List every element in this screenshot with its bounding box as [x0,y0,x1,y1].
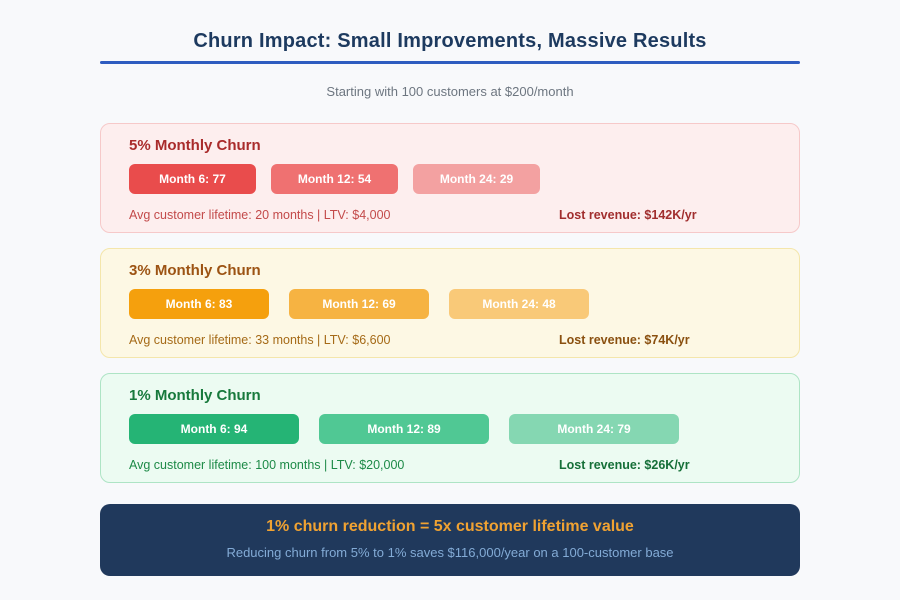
page-title: Churn Impact: Small Improvements, Massiv… [193,30,707,52]
retention-bar-month-24: Month 24: 29 [413,164,540,194]
retention-bar-month-24: Month 24: 79 [509,414,679,444]
banner-detail: Reducing churn from 5% to 1% saves $116,… [226,545,674,560]
lost-revenue-text: Lost revenue: $142K/yr [559,208,697,222]
summary-banner: 1% churn reduction = 5x customer lifetim… [100,504,800,576]
scenario-card-1pct-churn: 1% Monthly Churn Month 6: 94 Month 12: 8… [100,373,800,483]
scenario-stats-row: Avg customer lifetime: 20 months | LTV: … [129,208,771,222]
retention-bar-row: Month 6: 77 Month 12: 54 Month 24: 29 [129,164,771,194]
retention-bar-month-6: Month 6: 77 [129,164,256,194]
scenario-heading: 5% Monthly Churn [129,137,261,154]
lost-revenue-text: Lost revenue: $26K/yr [559,458,690,472]
scenario-card-5pct-churn: 5% Monthly Churn Month 6: 77 Month 12: 5… [100,123,800,233]
retention-bar-month-24: Month 24: 48 [449,289,589,319]
retention-bar-row: Month 6: 94 Month 12: 89 Month 24: 79 [129,414,771,444]
retention-bar-month-12: Month 12: 69 [289,289,429,319]
retention-bar-month-6: Month 6: 83 [129,289,269,319]
retention-bar-month-12: Month 12: 89 [319,414,489,444]
lifetime-ltv-text: Avg customer lifetime: 33 months | LTV: … [129,333,391,347]
lifetime-ltv-text: Avg customer lifetime: 20 months | LTV: … [129,208,391,222]
retention-bar-row: Month 6: 83 Month 12: 69 Month 24: 48 [129,289,771,319]
retention-bar-month-6: Month 6: 94 [129,414,299,444]
scenario-card-3pct-churn: 3% Monthly Churn Month 6: 83 Month 12: 6… [100,248,800,358]
scenario-heading: 3% Monthly Churn [129,262,261,279]
scenario-heading: 1% Monthly Churn [129,387,261,404]
scenario-stats-row: Avg customer lifetime: 33 months | LTV: … [129,333,771,347]
banner-headline: 1% churn reduction = 5x customer lifetim… [266,518,634,535]
lost-revenue-text: Lost revenue: $74K/yr [559,333,690,347]
retention-bar-month-12: Month 12: 54 [271,164,398,194]
lifetime-ltv-text: Avg customer lifetime: 100 months | LTV:… [129,458,405,472]
page-subtitle: Starting with 100 customers at $200/mont… [326,84,574,99]
title-underline [100,61,800,64]
scenario-stats-row: Avg customer lifetime: 100 months | LTV:… [129,458,771,472]
